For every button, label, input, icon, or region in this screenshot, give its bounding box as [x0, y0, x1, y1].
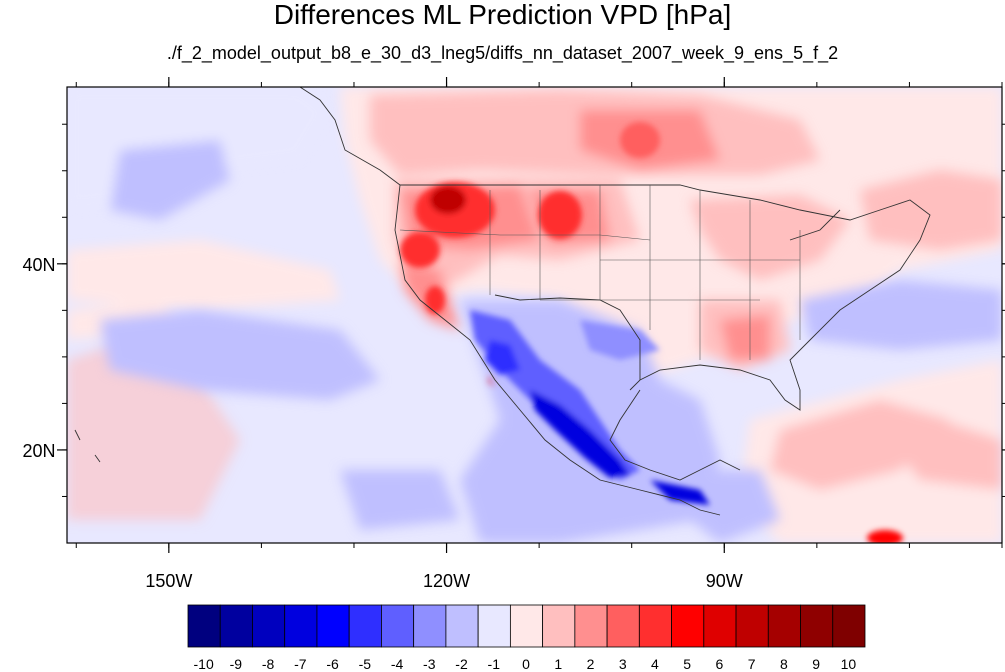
colorbar-label: 0 [522, 656, 530, 672]
colorbar-label: -1 [488, 656, 501, 672]
colorbar-swatch [574, 604, 608, 648]
colorbar-label: -9 [230, 656, 243, 672]
colorbar-swatch [187, 604, 221, 648]
colorbar-swatch [800, 604, 834, 648]
colorbar-swatch [832, 604, 866, 648]
colorbar-label: -8 [262, 656, 275, 672]
colorbar-label: 9 [812, 656, 820, 672]
lon-tick-label: 90W [706, 571, 743, 591]
colorbar-swatch [381, 604, 415, 648]
colorbar-swatch [219, 604, 253, 648]
colorbar-swatch [703, 604, 737, 648]
positive-anomaly-strong [400, 122, 903, 543]
colorbar-swatch [252, 604, 286, 648]
state-borders [399, 185, 801, 360]
colorbar: -10 -9 -8 -7 -6 -5 -4 -3 -2 -1 0 1 2 3 4 5 6 7 8 9 10 [187, 604, 866, 672]
colorbar-label: 3 [619, 656, 627, 672]
lat-tick-label: 20N [22, 441, 55, 461]
colorbar-swatch [316, 604, 350, 648]
lon-tick-label: 120W [423, 571, 470, 591]
colorbar-label: 8 [780, 656, 788, 672]
colorbar-swatch [735, 604, 769, 648]
colorbar-swatch [477, 604, 511, 648]
colorbar-label: -4 [391, 656, 404, 672]
colorbar-swatch [542, 604, 576, 648]
negative-anomaly-strong [470, 310, 710, 505]
colorbar-swatch [767, 604, 801, 648]
map-frame [66, 86, 1003, 544]
colorbar-label: 7 [748, 656, 756, 672]
chart-title: Differences ML Prediction VPD [hPa] [273, 0, 732, 30]
colorbar-swatch [638, 604, 672, 648]
colorbar-label: 5 [683, 656, 691, 672]
colorbar-swatch [284, 604, 318, 648]
colorbar-label: 1 [554, 656, 562, 672]
lon-tick-label: 150W [145, 571, 192, 591]
colorbar-label: -10 [194, 656, 214, 672]
colorbar-label: -3 [423, 656, 436, 672]
chart-subtitle: ./f_2_model_output_b8_e_30_d3_lneg5/diff… [166, 43, 839, 63]
colorbar-label: -5 [359, 656, 372, 672]
colorbar-swatch [606, 604, 640, 648]
colorbar-label: -6 [326, 656, 339, 672]
colorbar-label: 4 [651, 656, 659, 672]
colorbar-swatch [671, 604, 705, 648]
longitude-ticks: 150W 120W 90W [75, 77, 1003, 591]
colorbar-label: -7 [294, 656, 307, 672]
colorbar-label: 10 [841, 656, 857, 672]
colorbar-label: -2 [455, 656, 468, 672]
difference-field [67, 87, 1002, 543]
colorbar-label: 6 [716, 656, 724, 672]
colorbar-swatch [413, 604, 447, 648]
colorbar-swatch [445, 604, 479, 648]
colorbar-swatch [509, 604, 544, 648]
colorbar-swatch [348, 604, 382, 648]
lat-tick-label: 40N [22, 255, 55, 275]
colorbar-label: 2 [587, 656, 595, 672]
coastlines [74, 87, 931, 516]
